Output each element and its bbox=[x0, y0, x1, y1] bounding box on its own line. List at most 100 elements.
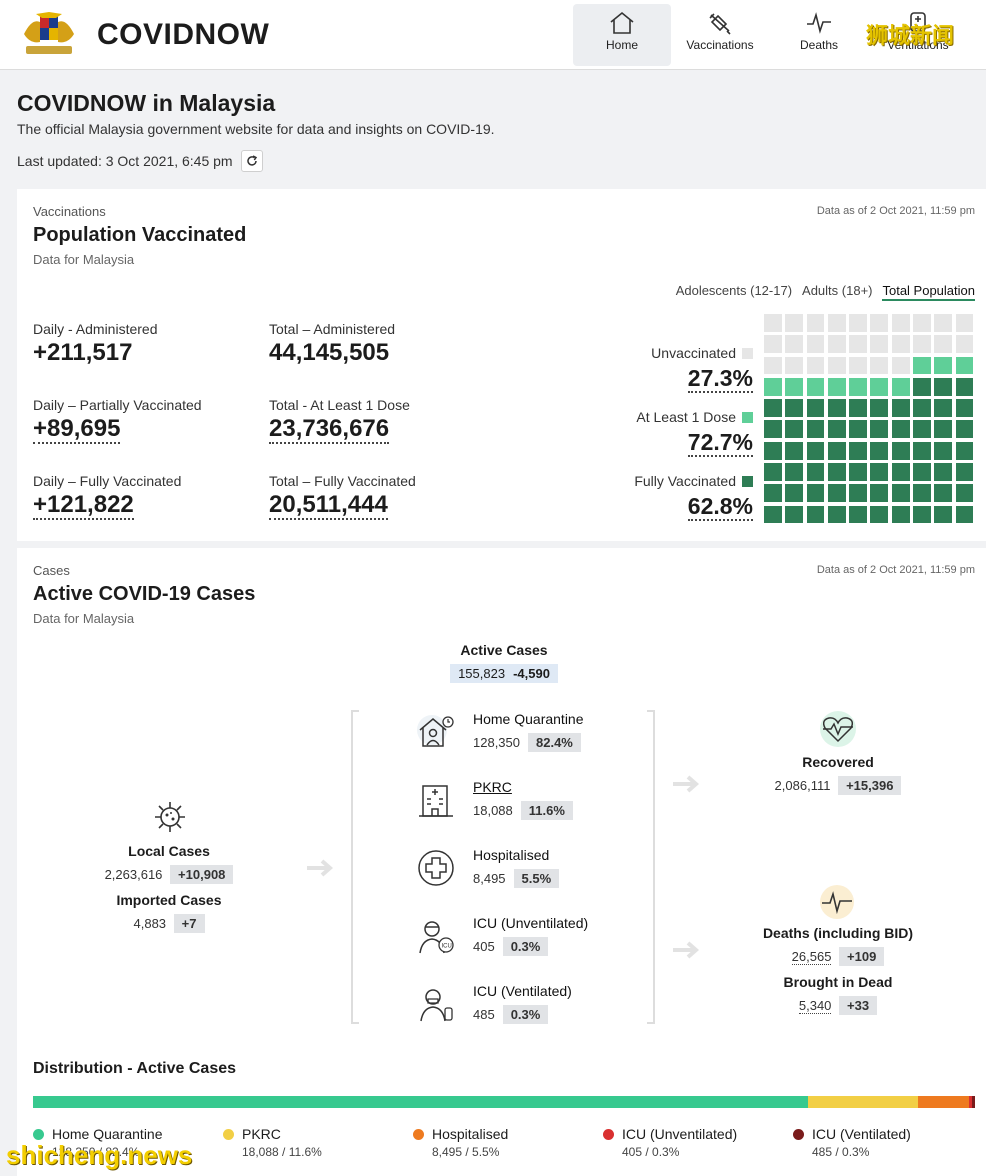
waffle-cell bbox=[891, 377, 910, 396]
distribution-segment[interactable] bbox=[808, 1096, 918, 1108]
building-icon bbox=[419, 785, 453, 817]
category-pct: 82.4% bbox=[528, 733, 581, 752]
waffle-cell bbox=[827, 484, 846, 503]
category-pct: 11.6% bbox=[520, 801, 573, 820]
legend-pct[interactable]: 72.7% bbox=[687, 429, 753, 457]
stat-value: +211,517 bbox=[33, 339, 133, 366]
waffle-cell bbox=[913, 356, 931, 375]
waffle-cell bbox=[870, 356, 889, 375]
refresh-button[interactable] bbox=[241, 150, 263, 172]
waffle-cell bbox=[891, 314, 910, 332]
house-person-icon bbox=[417, 715, 454, 747]
waffle-cell bbox=[913, 377, 931, 396]
category-icu-ventilated: ICU (Ventilated) 485 0.3% bbox=[473, 983, 572, 1024]
vaccinations-title: Population Vaccinated bbox=[33, 224, 247, 246]
nav-vaccinations[interactable]: Vaccinations bbox=[671, 4, 769, 66]
legend-dot bbox=[603, 1129, 614, 1140]
stat-value[interactable]: 23,736,676 bbox=[269, 415, 390, 444]
legend-pct[interactable]: 62.8% bbox=[687, 493, 753, 521]
legend-dot bbox=[33, 1129, 44, 1140]
stat-value[interactable]: +121,822 bbox=[33, 491, 134, 520]
waffle-cell bbox=[870, 314, 889, 332]
waffle-cell bbox=[849, 484, 867, 503]
waffle-cell bbox=[764, 441, 782, 460]
legend-label: ICU (Unventilated) bbox=[622, 1126, 738, 1142]
stat-value[interactable]: +89,695 bbox=[33, 415, 121, 444]
waffle-cell bbox=[785, 463, 804, 481]
tab-adults[interactable]: Adults (18+) bbox=[802, 283, 873, 298]
waffle-cell bbox=[934, 441, 953, 460]
arrow-right-icon bbox=[673, 941, 700, 959]
vaccination-waffle-chart bbox=[764, 314, 976, 526]
waffle-cell bbox=[806, 463, 825, 481]
bid-value[interactable]: 5,340 bbox=[798, 998, 832, 1014]
category-label[interactable]: PKRC bbox=[473, 779, 512, 795]
legend-pct[interactable]: 27.3% bbox=[687, 365, 753, 393]
medical-cross-icon bbox=[418, 850, 454, 886]
legend-sub: 128,350 / 82.4% bbox=[52, 1145, 140, 1159]
brand-title[interactable]: COVIDNOW bbox=[97, 18, 270, 51]
waffle-cell bbox=[785, 441, 804, 460]
right-bracket bbox=[647, 710, 655, 1024]
nav-ventilations[interactable]: Ventilations bbox=[869, 4, 967, 66]
waffle-cell bbox=[806, 505, 825, 524]
deaths-value[interactable]: 26,565 bbox=[791, 949, 832, 965]
tab-adolescents[interactable]: Adolescents (12-17) bbox=[675, 283, 793, 298]
waffle-cell bbox=[849, 420, 867, 439]
nav-home[interactable]: Home bbox=[573, 4, 671, 66]
home-icon bbox=[610, 11, 634, 34]
icu-doctor-icon: ICU bbox=[419, 921, 454, 954]
waffle-cell bbox=[870, 399, 889, 417]
nav-vaccinations-label: Vaccinations bbox=[686, 38, 754, 52]
waffle-cell bbox=[870, 335, 889, 354]
waffle-cell bbox=[849, 314, 867, 332]
waffle-cell bbox=[913, 505, 931, 524]
legend-dot bbox=[413, 1129, 424, 1140]
vaccinations-note: Data for Malaysia bbox=[33, 252, 135, 267]
waffle-cell bbox=[849, 505, 867, 524]
distribution-segment[interactable] bbox=[972, 1096, 975, 1108]
waffle-cell bbox=[934, 356, 953, 375]
waffle-cell bbox=[785, 314, 804, 332]
ventilated-patient-icon bbox=[420, 989, 453, 1022]
nav-deaths[interactable]: Deaths bbox=[770, 4, 868, 66]
waffle-cell bbox=[806, 314, 825, 332]
waffle-cell bbox=[955, 377, 974, 396]
syringe-icon bbox=[709, 13, 731, 35]
cases-note: Data for Malaysia bbox=[33, 611, 135, 626]
malaysia-coat-of-arms-logo[interactable] bbox=[16, 12, 82, 58]
waffle-cell bbox=[806, 484, 825, 503]
stat-label: Total - At Least 1 Dose bbox=[269, 397, 410, 413]
waffle-cell bbox=[955, 463, 974, 481]
waffle-cell bbox=[955, 441, 974, 460]
distribution-segment[interactable] bbox=[33, 1096, 809, 1108]
distribution-segment[interactable] bbox=[917, 1096, 970, 1108]
waffle-cell bbox=[785, 399, 804, 417]
waffle-cell bbox=[806, 356, 825, 375]
waffle-cell bbox=[934, 420, 953, 439]
watermark-chinese: 狮城新闻 bbox=[866, 23, 955, 48]
stat-daily-administered: Daily - Administered +211,517 bbox=[33, 321, 158, 366]
waffle-cell bbox=[827, 377, 846, 396]
waffle-cell bbox=[806, 399, 825, 417]
cases-eyebrow: Cases bbox=[33, 563, 70, 578]
category-icu-unventilated: ICU (Unventilated) 405 0.3% bbox=[473, 915, 588, 956]
waffle-cell bbox=[764, 420, 782, 439]
stat-value: 44,145,505 bbox=[269, 339, 390, 366]
distribution-segment[interactable] bbox=[969, 1096, 973, 1108]
ventilator-icon bbox=[910, 12, 926, 32]
legend-at-least-one-dose: At Least 1 Dose 72.7% bbox=[636, 409, 753, 457]
category-label: Hospitalised bbox=[473, 847, 550, 863]
waffle-cell bbox=[870, 484, 889, 503]
waffle-cell bbox=[891, 505, 910, 524]
waffle-cell bbox=[891, 335, 910, 354]
tab-total-population[interactable]: Total Population bbox=[882, 283, 975, 301]
population-tabs: Adolescents (12-17) Adults (18+) Total P… bbox=[676, 283, 975, 301]
stat-total-at-least-one-dose: Total - At Least 1 Dose 23,736,676 bbox=[269, 397, 410, 444]
stat-value[interactable]: 20,511,444 bbox=[269, 491, 388, 520]
imported-cases-delta: +7 bbox=[173, 914, 205, 933]
waffle-cell bbox=[934, 484, 953, 503]
waffle-cell bbox=[913, 335, 931, 354]
waffle-cell bbox=[955, 484, 974, 503]
recovered-label: Recovered bbox=[802, 754, 874, 770]
